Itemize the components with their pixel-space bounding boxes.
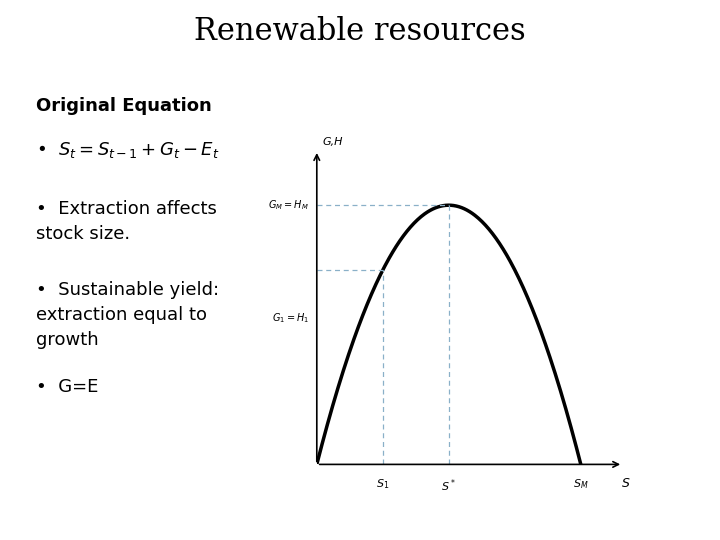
Text: Original Equation: Original Equation xyxy=(36,97,212,115)
Text: $S$: $S$ xyxy=(621,477,631,490)
Text: •  Extraction affects
stock size.: • Extraction affects stock size. xyxy=(36,200,217,243)
Text: $S_M$: $S_M$ xyxy=(573,477,588,491)
Text: •  Sustainable yield:
extraction equal to
growth: • Sustainable yield: extraction equal to… xyxy=(36,281,219,349)
Text: $G_M = H_{M}$: $G_M = H_{M}$ xyxy=(268,198,309,212)
Text: •  $S_t = S_{t-1} + G_t - E_t$: • $S_t = S_{t-1} + G_t - E_t$ xyxy=(36,140,220,160)
Text: $S_1$: $S_1$ xyxy=(376,477,390,491)
Text: $G_1 = H_1$: $G_1 = H_1$ xyxy=(271,312,309,326)
Text: $S^*$: $S^*$ xyxy=(441,477,456,494)
Text: G,H: G,H xyxy=(322,137,343,147)
Text: Renewable resources: Renewable resources xyxy=(194,16,526,47)
Text: •  G=E: • G=E xyxy=(36,378,99,396)
